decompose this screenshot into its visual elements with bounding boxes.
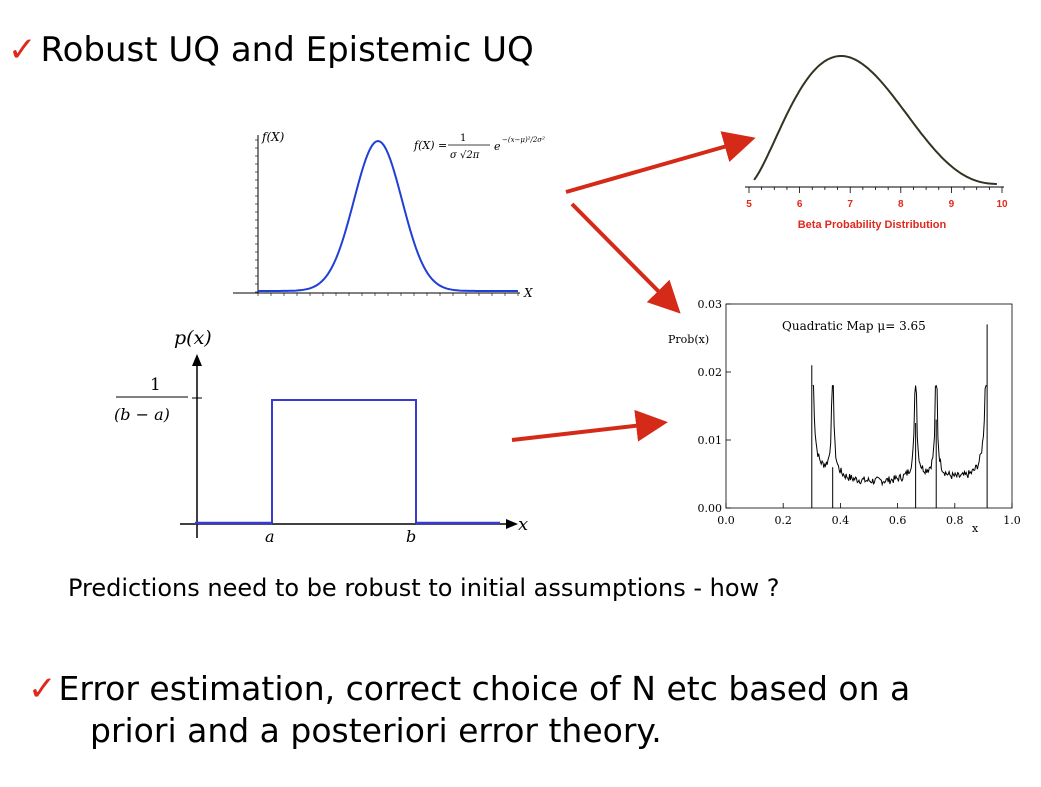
normal-axis-ticks [255, 139, 519, 296]
uniform-xlabel: x [518, 514, 528, 535]
qm-density-curve [812, 384, 987, 487]
error-estimation-bullet: ✓Error estimation, correct choice of N e… [28, 668, 1028, 752]
qm-x-tick-labels: 0.0 0.2 0.4 0.6 0.8 1.0 [717, 514, 1020, 527]
checkmark-icon: ✓ [28, 669, 57, 709]
normal-distribution-plot: f(X) X f(X) = 1 σ √2π e −(x−μ)²/2σ² [233, 130, 545, 300]
qm-xlabel: x [972, 522, 979, 535]
qm-y-tick-label: 0.03 [698, 298, 723, 311]
uniform-height-num: 1 [150, 375, 161, 395]
normal-formula: f(X) = 1 σ √2π e −(x−μ)²/2σ² [413, 133, 545, 161]
qm-y-tick-label: 0.01 [698, 434, 723, 447]
beta-tick-label: 10 [996, 199, 1008, 210]
beta-title: Beta Probability Distribution [798, 219, 947, 231]
beta-axis-ticks [748, 187, 1003, 193]
qm-x-tick-label: 0.0 [717, 514, 735, 527]
uniform-ylabel: p(x) [174, 327, 212, 349]
bullet2-line2: priori and a posteriori error theory. [90, 711, 662, 750]
uniform-distribution-plot: p(x) 1 (b − a) x a b [114, 327, 528, 546]
uniform-b-label: b [406, 527, 416, 546]
qm-y-tick-label: 0.00 [698, 502, 723, 515]
uniform-density-box [271, 399, 417, 523]
beta-tick-label: 8 [898, 199, 904, 210]
normal-xlabel: X [523, 286, 533, 300]
robustness-question: Predictions need to be robust to initial… [68, 574, 780, 602]
beta-tick-label: 7 [847, 199, 853, 210]
qm-y-tick-label: 0.02 [698, 366, 723, 379]
quadratic-map-chart: 0.00 0.01 0.02 0.03 0.0 0.2 0.4 0.6 0.8 1.0 Prob… [668, 298, 1020, 535]
checkmark-icon: ✓ [8, 30, 37, 70]
beta-tick-labels: 5 6 7 8 9 10 [746, 199, 1008, 210]
qm-y-tick-labels: 0.00 0.01 0.02 0.03 [698, 298, 723, 515]
qm-axis-ticks [725, 303, 1013, 509]
qm-x-tick-label: 0.4 [832, 514, 850, 527]
svg-text:e: e [494, 140, 501, 153]
qm-x-tick-label: 0.8 [946, 514, 964, 527]
qm-plot-frame [725, 303, 1013, 509]
svg-text:f(X) =: f(X) = [413, 139, 447, 152]
qm-ylabel: Prob(x) [668, 333, 709, 346]
beta-tick-label: 5 [746, 199, 752, 210]
qm-x-tick-label: 0.6 [889, 514, 907, 527]
beta-curve [753, 55, 997, 185]
slide-title: ✓ Robust UQ and Epistemic UQ [8, 30, 534, 70]
svg-text:1: 1 [460, 133, 466, 144]
normal-ylabel: f(X) [261, 130, 285, 144]
beta-tick-label: 6 [797, 199, 803, 210]
uniform-a-label: a [265, 527, 275, 546]
slide-title-text: Robust UQ and Epistemic UQ [40, 30, 534, 70]
arrow-to-beta [565, 131, 756, 194]
qm-title: Quadratic Map μ= 3.65 [782, 319, 926, 333]
svg-text:σ √2π: σ √2π [450, 150, 480, 161]
qm-peaks [811, 324, 988, 508]
normal-curve [258, 139, 518, 292]
qm-x-tick-label: 1.0 [1003, 514, 1020, 527]
bullet2-line1: Error estimation, correct choice of N et… [58, 669, 911, 708]
beta-tick-label: 9 [949, 199, 955, 210]
qm-x-tick-label: 0.2 [774, 514, 792, 527]
svg-text:−(x−μ)²/2σ²: −(x−μ)²/2σ² [502, 136, 545, 144]
uniform-height-den: (b − a) [114, 405, 170, 424]
beta-distribution-plot: 5 6 7 8 9 10 Beta Probability Distribution [745, 55, 1008, 231]
